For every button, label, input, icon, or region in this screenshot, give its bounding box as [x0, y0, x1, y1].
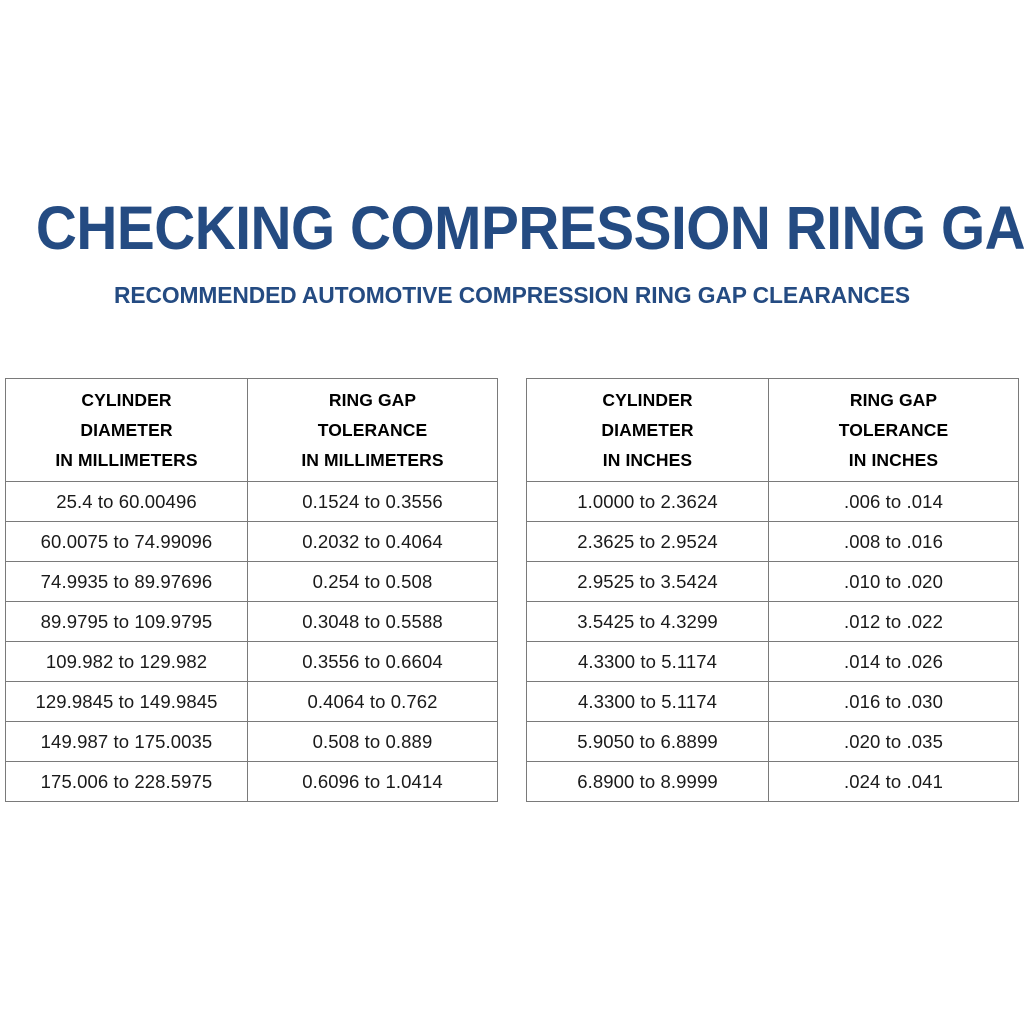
cell-diameter: 175.006 to 228.5975: [5, 761, 248, 802]
cell-gap: .024 to .041: [768, 761, 1019, 802]
imperial-header-cylinder-diameter: CYLINDER DIAMETER IN INCHES: [526, 378, 769, 482]
cell-diameter: 2.9525 to 3.5424: [526, 561, 769, 602]
table-row: 2.3625 to 2.9524 .008 to .016: [526, 521, 1019, 562]
table-row: 149.987 to 175.0035 0.508 to 0.889: [5, 721, 498, 762]
table-row: 1.0000 to 2.3624 .006 to .014: [526, 481, 1019, 522]
cell-gap: 0.508 to 0.889: [247, 721, 498, 762]
cell-gap: .006 to .014: [768, 481, 1019, 522]
cell-gap: 0.6096 to 1.0414: [247, 761, 498, 802]
table-row: 74.9935 to 89.97696 0.254 to 0.508: [5, 561, 498, 602]
cell-diameter: 74.9935 to 89.97696: [5, 561, 248, 602]
cell-gap: .020 to .035: [768, 721, 1019, 762]
cell-diameter: 60.0075 to 74.99096: [5, 521, 248, 562]
cell-diameter: 4.3300 to 5.1174: [526, 641, 769, 682]
table-row: 175.006 to 228.5975 0.6096 to 1.0414: [5, 761, 498, 802]
header-line-3: IN INCHES: [602, 450, 693, 470]
table-row: 89.9795 to 109.9795 0.3048 to 0.5588: [5, 601, 498, 642]
header-line-2: DIAMETER: [80, 420, 173, 440]
page-title: CHECKING COMPRESSION RING GAPS: [35, 194, 1024, 262]
cell-diameter: 129.9845 to 149.9845: [5, 681, 248, 722]
cell-gap: 0.3048 to 0.5588: [247, 601, 498, 642]
imperial-table: CYLINDER DIAMETER IN INCHES RING GAP TOL…: [526, 378, 1019, 802]
metric-table: CYLINDER DIAMETER IN MILLIMETERS RING GA…: [5, 378, 498, 802]
table-row: 25.4 to 60.00496 0.1524 to 0.3556: [5, 481, 498, 522]
cell-diameter: 5.9050 to 6.8899: [526, 721, 769, 762]
table-row: 129.9845 to 149.9845 0.4064 to 0.762: [5, 681, 498, 722]
cell-gap: .010 to .020: [768, 561, 1019, 602]
cell-diameter: 2.3625 to 2.9524: [526, 521, 769, 562]
cell-gap: .016 to .030: [768, 681, 1019, 722]
header-line-1: RING GAP: [849, 390, 938, 410]
cell-diameter: 6.8900 to 8.9999: [526, 761, 769, 802]
table-header-row: CYLINDER DIAMETER IN INCHES RING GAP TOL…: [526, 378, 1019, 482]
page-subtitle: RECOMMENDED AUTOMOTIVE COMPRESSION RING …: [113, 282, 911, 308]
cell-diameter: 4.3300 to 5.1174: [526, 681, 769, 722]
table-row: 3.5425 to 4.3299 .012 to .022: [526, 601, 1019, 642]
header-line-3: IN MILLIMETERS: [55, 450, 198, 470]
header-line-1: CYLINDER: [602, 390, 693, 410]
cell-diameter: 1.0000 to 2.3624: [526, 481, 769, 522]
cell-diameter: 149.987 to 175.0035: [5, 721, 248, 762]
table-row: 5.9050 to 6.8899 .020 to .035: [526, 721, 1019, 762]
imperial-header-ring-gap-tolerance: RING GAP TOLERANCE IN INCHES: [768, 378, 1019, 482]
cell-gap: 0.1524 to 0.3556: [247, 481, 498, 522]
table-row: 2.9525 to 3.5424 .010 to .020: [526, 561, 1019, 602]
title-block: CHECKING COMPRESSION RING GAPS RECOMMEND…: [0, 196, 1024, 309]
table-row: 6.8900 to 8.9999 .024 to .041: [526, 761, 1019, 802]
cell-diameter: 3.5425 to 4.3299: [526, 601, 769, 642]
table-row: 60.0075 to 74.99096 0.2032 to 0.4064: [5, 521, 498, 562]
cell-diameter: 109.982 to 129.982: [5, 641, 248, 682]
cell-gap: 0.4064 to 0.762: [247, 681, 498, 722]
table-row: 4.3300 to 5.1174 .014 to .026: [526, 641, 1019, 682]
header-line-1: CYLINDER: [81, 390, 172, 410]
metric-header-ring-gap-tolerance: RING GAP TOLERANCE IN MILLIMETERS: [247, 378, 498, 482]
tables-area: CYLINDER DIAMETER IN MILLIMETERS RING GA…: [0, 378, 1024, 802]
table-header-row: CYLINDER DIAMETER IN MILLIMETERS RING GA…: [5, 378, 498, 482]
cell-gap: .012 to .022: [768, 601, 1019, 642]
cell-gap: 0.2032 to 0.4064: [247, 521, 498, 562]
table-row: 109.982 to 129.982 0.3556 to 0.6604: [5, 641, 498, 682]
header-line-2: TOLERANCE: [317, 420, 428, 440]
cell-gap: .008 to .016: [768, 521, 1019, 562]
cell-gap: 0.3556 to 0.6604: [247, 641, 498, 682]
cell-diameter: 25.4 to 60.00496: [5, 481, 248, 522]
cell-gap: .014 to .026: [768, 641, 1019, 682]
header-line-3: IN MILLIMETERS: [301, 450, 444, 470]
table-row: 4.3300 to 5.1174 .016 to .030: [526, 681, 1019, 722]
header-line-2: DIAMETER: [601, 420, 694, 440]
metric-header-cylinder-diameter: CYLINDER DIAMETER IN MILLIMETERS: [5, 378, 248, 482]
header-line-1: RING GAP: [328, 390, 417, 410]
cell-diameter: 89.9795 to 109.9795: [5, 601, 248, 642]
cell-gap: 0.254 to 0.508: [247, 561, 498, 602]
header-line-2: TOLERANCE: [838, 420, 949, 440]
header-line-3: IN INCHES: [848, 450, 939, 470]
